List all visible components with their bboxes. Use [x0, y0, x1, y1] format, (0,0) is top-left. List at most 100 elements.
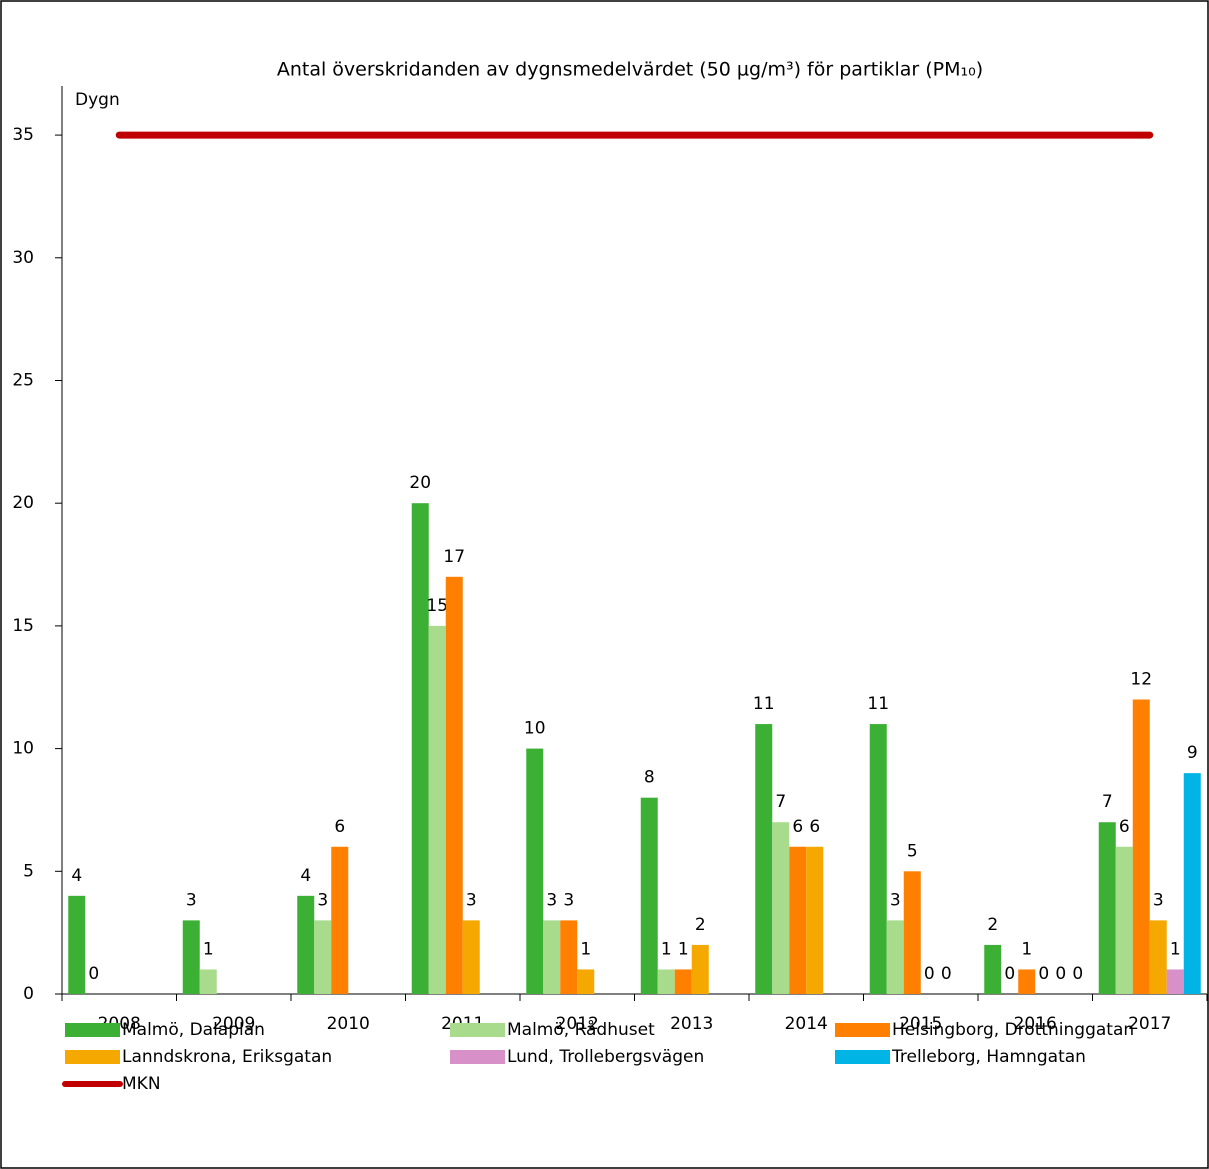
data-label: 7 — [775, 792, 786, 812]
x-tick-label: 2009 — [212, 1014, 255, 1034]
bar — [1018, 969, 1036, 994]
legend-swatch — [65, 1050, 120, 1064]
data-label: 3 — [890, 890, 901, 910]
bar — [1183, 773, 1201, 994]
bar — [577, 969, 595, 994]
bar — [1115, 846, 1133, 994]
bar — [560, 920, 578, 994]
data-label: 1 — [580, 939, 591, 959]
data-label: 3 — [563, 890, 574, 910]
bar — [772, 822, 790, 994]
bar — [331, 846, 349, 994]
bar — [657, 969, 675, 994]
y-tick-label: 15 — [12, 616, 34, 636]
data-label: 5 — [907, 841, 918, 861]
data-label: 2 — [695, 915, 706, 935]
legend-swatch — [450, 1050, 505, 1064]
data-label: 6 — [792, 817, 803, 837]
legend-swatch — [835, 1050, 890, 1064]
data-label: 0 — [1038, 964, 1049, 984]
bar — [984, 944, 1002, 994]
bar — [869, 724, 887, 994]
data-label: 3 — [186, 890, 197, 910]
bar — [1132, 699, 1150, 994]
bar — [691, 944, 709, 994]
data-label: 10 — [524, 719, 546, 739]
data-label: 1 — [1170, 939, 1181, 959]
bar — [182, 920, 200, 994]
legend-swatch — [65, 1023, 120, 1037]
legend-label: Trelleborg, Hamngatan — [891, 1047, 1086, 1067]
data-label: 9 — [1187, 743, 1198, 763]
data-label: 0 — [1055, 964, 1066, 984]
legend-label: Lund, Trollebergsvägen — [507, 1047, 704, 1067]
bar — [543, 920, 561, 994]
legend-label: Malmö, Rådhuset — [507, 1019, 655, 1040]
x-tick-label: 2014 — [785, 1014, 828, 1034]
legend-swatch — [450, 1023, 505, 1037]
data-label: 7 — [1102, 792, 1113, 812]
legend-label: MKN — [122, 1074, 161, 1094]
data-label: 2 — [987, 915, 998, 935]
bar — [314, 920, 332, 994]
bar — [903, 871, 921, 994]
bar — [1098, 822, 1116, 994]
y-tick-label: 30 — [12, 248, 34, 268]
y-tick-label: 20 — [12, 493, 34, 513]
data-label: 6 — [334, 817, 345, 837]
bar — [411, 503, 429, 994]
bar — [199, 969, 217, 994]
data-label: 6 — [1119, 817, 1130, 837]
bar — [755, 724, 773, 994]
x-tick-label: 2017 — [1128, 1014, 1171, 1034]
data-label: 6 — [809, 817, 820, 837]
chart-title: Antal överskridanden av dygnsmedelvärdet… — [277, 59, 983, 81]
bar — [789, 846, 807, 994]
x-tick-label: 2012 — [556, 1014, 599, 1034]
bar — [297, 895, 315, 994]
bar — [674, 969, 692, 994]
legend-label: Lanndskrona, Eriksgatan — [122, 1047, 332, 1067]
data-label: 1 — [678, 939, 689, 959]
data-label: 17 — [443, 547, 465, 567]
bar — [806, 846, 824, 994]
data-label: 11 — [867, 694, 889, 714]
x-tick-label: 2015 — [899, 1014, 942, 1034]
data-label: 4 — [300, 866, 311, 886]
data-label: 15 — [426, 596, 448, 616]
data-label: 3 — [317, 890, 328, 910]
bar — [640, 797, 658, 994]
data-label: 12 — [1130, 670, 1152, 690]
data-label: 1 — [203, 939, 214, 959]
bar — [68, 895, 86, 994]
data-label: 11 — [753, 694, 775, 714]
bar — [445, 576, 463, 994]
data-label: 3 — [1153, 890, 1164, 910]
data-label: 0 — [1004, 964, 1015, 984]
data-label: 1 — [661, 939, 672, 959]
bar — [526, 748, 544, 994]
y-axis-label: Dygn — [75, 90, 120, 110]
bar — [462, 920, 480, 994]
bar — [1149, 920, 1167, 994]
y-tick-label: 5 — [23, 861, 34, 881]
x-tick-label: 2010 — [327, 1014, 370, 1034]
data-label: 0 — [88, 964, 99, 984]
legend-swatch — [835, 1023, 890, 1037]
data-label: 20 — [409, 473, 431, 493]
y-tick-label: 0 — [23, 984, 34, 1004]
bar — [886, 920, 904, 994]
data-label: 0 — [1072, 964, 1083, 984]
data-label: 0 — [941, 964, 952, 984]
data-label: 8 — [644, 768, 655, 788]
x-tick-label: 2016 — [1014, 1014, 1057, 1034]
y-tick-label: 10 — [12, 739, 34, 759]
y-tick-label: 25 — [12, 370, 34, 390]
data-label: 1 — [1021, 939, 1032, 959]
bar — [1166, 969, 1184, 994]
data-label: 0 — [924, 964, 935, 984]
x-tick-label: 2013 — [670, 1014, 713, 1034]
data-label: 3 — [546, 890, 557, 910]
legend-label: Malmö, Dalaplan — [122, 1020, 265, 1040]
